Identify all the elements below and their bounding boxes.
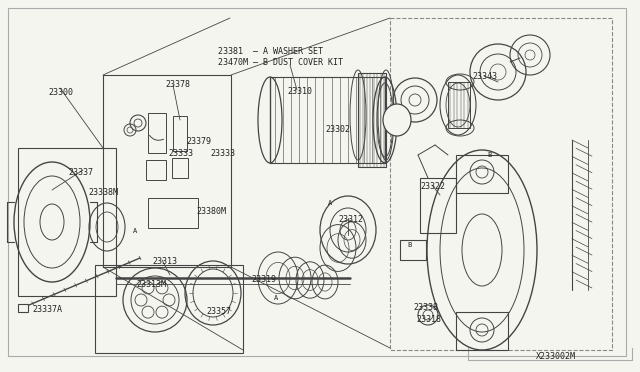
Text: 23318: 23318 <box>416 315 441 324</box>
Bar <box>456 155 508 193</box>
Text: B: B <box>487 152 492 158</box>
Text: 23302: 23302 <box>325 125 350 134</box>
Bar <box>358 73 386 167</box>
Text: 23380M: 23380M <box>196 207 226 216</box>
Text: 23333: 23333 <box>168 149 193 158</box>
Text: 23357: 23357 <box>206 307 231 316</box>
Bar <box>95 265 243 353</box>
Bar <box>18 304 28 312</box>
Text: 23310: 23310 <box>287 87 312 96</box>
Text: 23300: 23300 <box>48 88 73 97</box>
Text: 23337: 23337 <box>68 168 93 177</box>
Text: 23319: 23319 <box>251 275 276 284</box>
Text: A: A <box>133 228 137 234</box>
Text: 23313M: 23313M <box>136 280 166 289</box>
Text: 23337A: 23337A <box>32 305 62 314</box>
Text: 23338: 23338 <box>413 303 438 312</box>
Text: 23313: 23313 <box>152 257 177 266</box>
Bar <box>448 82 470 128</box>
Bar <box>456 312 508 350</box>
Text: B: B <box>407 242 412 248</box>
Bar <box>146 160 166 180</box>
Text: A: A <box>328 200 332 206</box>
Text: 23343: 23343 <box>472 72 497 81</box>
Bar <box>148 198 198 228</box>
Bar <box>148 113 166 153</box>
Text: 23378: 23378 <box>165 80 190 89</box>
Text: 23470M — B DUST COVER KIT: 23470M — B DUST COVER KIT <box>218 58 343 67</box>
Text: 23338M: 23338M <box>88 188 118 197</box>
Bar <box>173 116 187 151</box>
Bar <box>400 240 426 260</box>
Text: 23312: 23312 <box>338 215 363 224</box>
Bar <box>103 75 231 267</box>
Bar <box>390 18 612 350</box>
Text: X233002M: X233002M <box>536 352 576 361</box>
Ellipse shape <box>383 104 411 136</box>
Text: A: A <box>274 295 278 301</box>
Text: 23322: 23322 <box>420 182 445 191</box>
Text: 23333: 23333 <box>210 149 235 158</box>
Bar <box>420 178 456 233</box>
Text: 23379: 23379 <box>186 137 211 146</box>
Bar <box>172 158 188 178</box>
Text: 23381  — A WASHER SET: 23381 — A WASHER SET <box>218 47 323 56</box>
Bar <box>18 148 116 296</box>
